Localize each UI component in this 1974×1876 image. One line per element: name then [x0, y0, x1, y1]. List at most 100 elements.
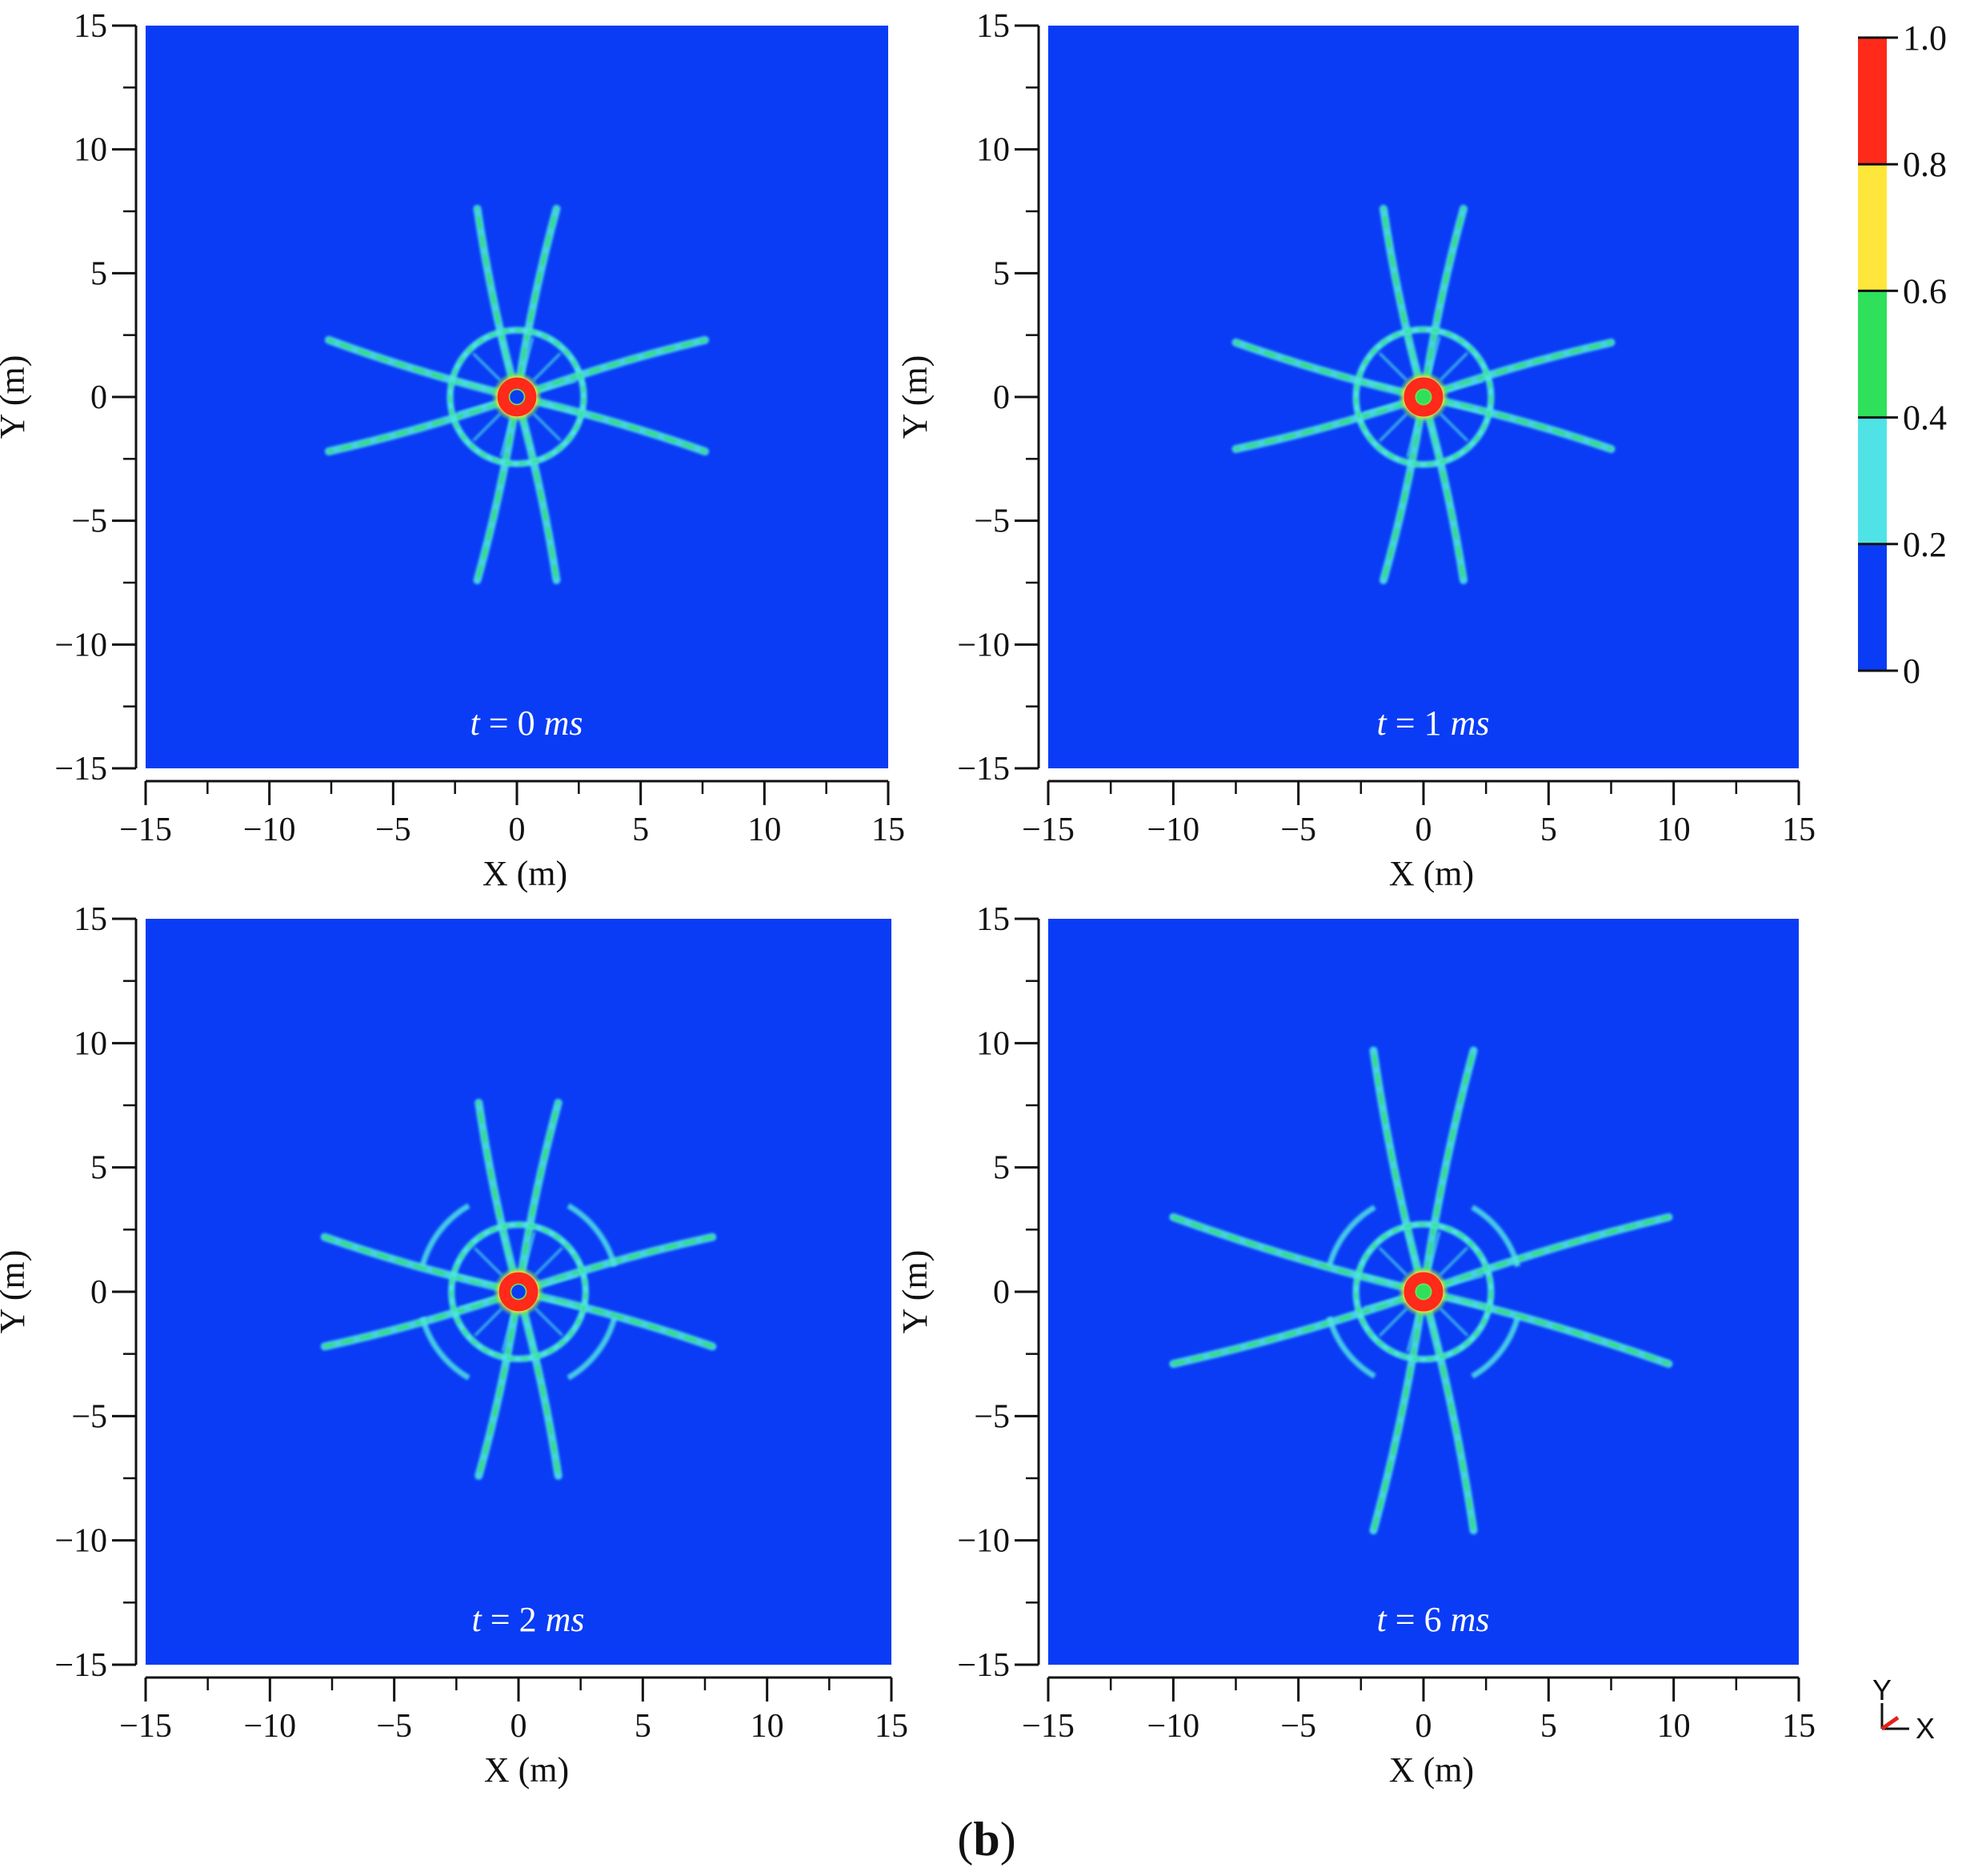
x-tick-label: −15	[119, 1708, 172, 1745]
x-tick-label: −10	[243, 1708, 296, 1745]
axes: 15 10 5 0 −5 −10 −15 −15 −10 −5 0 5 10 15 X (m) Y (m)	[0, 901, 908, 1790]
inner-spoke	[1363, 1274, 1401, 1287]
time-value: = 1	[1387, 704, 1451, 743]
y-tick-label: 15	[976, 8, 1010, 45]
panel-4: t = 6 ms 15 10 5 0 −5 −10 −15 −15 −10 −5 0 5 10 15 X (m…	[895, 901, 1816, 1790]
inner-ring-green	[1355, 1223, 1492, 1361]
y-tick-label: 0	[993, 1274, 1010, 1311]
x-axis-label: X (m)	[484, 1750, 569, 1790]
x-tick-label: 0	[1415, 812, 1432, 848]
colorbar-segment-4	[1858, 417, 1887, 544]
inner-spoke	[1446, 1297, 1484, 1309]
inner-spoke	[1439, 351, 1468, 382]
y-tick-label: −15	[957, 751, 1010, 788]
y-tick-label: 0	[993, 379, 1010, 416]
outer-damage-arcs	[419, 1203, 618, 1381]
inner-spoke	[499, 337, 512, 375]
inner-spoke	[1363, 402, 1401, 415]
time-label: t = 0 ms	[470, 704, 583, 743]
inner-spoke	[1406, 1314, 1419, 1353]
y-tick-label: 15	[976, 901, 1010, 938]
time-value: = 6	[1387, 1600, 1451, 1639]
inner-spoke	[1439, 412, 1469, 442]
y-axis-label: Y (m)	[895, 1250, 935, 1334]
time-unit: ms	[546, 1600, 585, 1639]
outer-arc-4	[1326, 1205, 1376, 1268]
time-symbol: t	[1377, 704, 1388, 743]
inner-spoke	[1379, 1307, 1408, 1337]
inner-spoke	[474, 1247, 503, 1277]
inner-spoke	[539, 402, 577, 415]
x-tick-label: 5	[632, 812, 649, 848]
inner-spoke	[1363, 1297, 1401, 1309]
radial-crack-core-7	[1422, 1290, 1671, 1366]
x-tick-label: 0	[509, 812, 526, 848]
inner-spoke	[458, 1274, 497, 1287]
outer-damage-arcs	[1326, 1205, 1521, 1379]
x-tick-label: −10	[1147, 1708, 1199, 1745]
time-label: t = 2 ms	[472, 1600, 585, 1639]
time-label: t = 1 ms	[1377, 704, 1490, 743]
x-tick-label: 10	[1657, 812, 1691, 848]
inner-spoke	[540, 1297, 579, 1309]
damage-core	[492, 1265, 545, 1318]
colorbar-segment-5	[1858, 543, 1887, 671]
x-tick-label: 0	[1415, 1708, 1432, 1745]
time-value: = 2	[482, 1600, 546, 1639]
inner-damage-ring	[1352, 326, 1495, 468]
axes: 15 10 5 0 −5 −10 −15 −15 −10 −5 0 5 10 15 X (m) Y (m)	[0, 8, 905, 893]
y-tick-label: −5	[974, 503, 1010, 540]
time-unit: ms	[1451, 1600, 1490, 1639]
inner-spoke	[523, 1232, 536, 1270]
colorbar-segment-2	[1858, 164, 1887, 291]
y-tick-label: 0	[90, 379, 107, 416]
y-tick-label: 5	[90, 255, 107, 292]
inner-spoke	[474, 1307, 503, 1337]
y-tick-label: 15	[74, 8, 107, 45]
inner-damage-ring	[446, 327, 587, 467]
colorbar-segment-1	[1858, 38, 1887, 165]
colorbar: 1.0 0.8 0.6 0.4 0.2 0	[1858, 18, 1947, 691]
time-unit: ms	[544, 704, 583, 743]
outer-arc-2	[1471, 1316, 1521, 1379]
time-value: = 0	[480, 704, 544, 743]
inner-spoke	[1406, 336, 1419, 375]
y-tick-label: −10	[957, 627, 1010, 663]
radial-crack-core-5	[1371, 1290, 1425, 1533]
inner-damage-ring	[1352, 1221, 1495, 1363]
inner-spoke	[522, 419, 535, 457]
inner-spoke	[534, 1307, 563, 1337]
time-symbol: t	[470, 704, 482, 743]
x-tick-label: 5	[1540, 1708, 1557, 1745]
x-tick-label: −5	[375, 812, 411, 848]
panel-2: t = 1 ms 15 10 5 0 −5 −10 −15 −15 −10 −5 0 5 10 15 X (m…	[895, 8, 1816, 893]
colorbar-tick-label: 1.0	[1903, 18, 1947, 58]
x-tick-label: 15	[871, 812, 905, 848]
y-tick-label: 0	[90, 1274, 107, 1311]
inner-spoke	[1379, 412, 1408, 443]
y-axis-label: Y (m)	[0, 1250, 32, 1334]
colorbar-tick-label: 0.6	[1903, 271, 1947, 311]
inner-ring-green	[450, 1223, 587, 1361]
x-tick-label: −10	[243, 812, 296, 848]
outer-arc-3	[419, 1317, 470, 1381]
inner-spoke	[1439, 1307, 1469, 1337]
y-tick-label: 5	[993, 1150, 1010, 1187]
time-symbol: t	[472, 1600, 483, 1639]
y-tick-label: −15	[957, 1647, 1010, 1684]
inner-spoke	[532, 412, 562, 442]
y-tick-label: −5	[974, 1398, 1010, 1435]
outer-arc-2	[567, 1317, 618, 1381]
y-tick-label: 10	[976, 1025, 1010, 1062]
colorbar-tick-label: 0.2	[1903, 525, 1947, 564]
axes: 15 10 5 0 −5 −10 −15 −15 −10 −5 0 5 10 15 X (m) Y (m)	[895, 8, 1816, 893]
inner-spoke	[1428, 1314, 1441, 1353]
inner-spoke	[1378, 352, 1408, 382]
x-tick-label: 0	[511, 1708, 527, 1745]
outer-arc-1	[1471, 1205, 1521, 1268]
y-tick-label: 10	[976, 132, 1010, 169]
triad-z-axis	[1880, 1715, 1900, 1731]
outer-arc-1	[567, 1203, 618, 1267]
panels-group: t = 0 ms 15 10 5 0 −5 −10 −15 −15 −10 −5 0 5 10 15 X (m…	[0, 8, 1816, 1790]
